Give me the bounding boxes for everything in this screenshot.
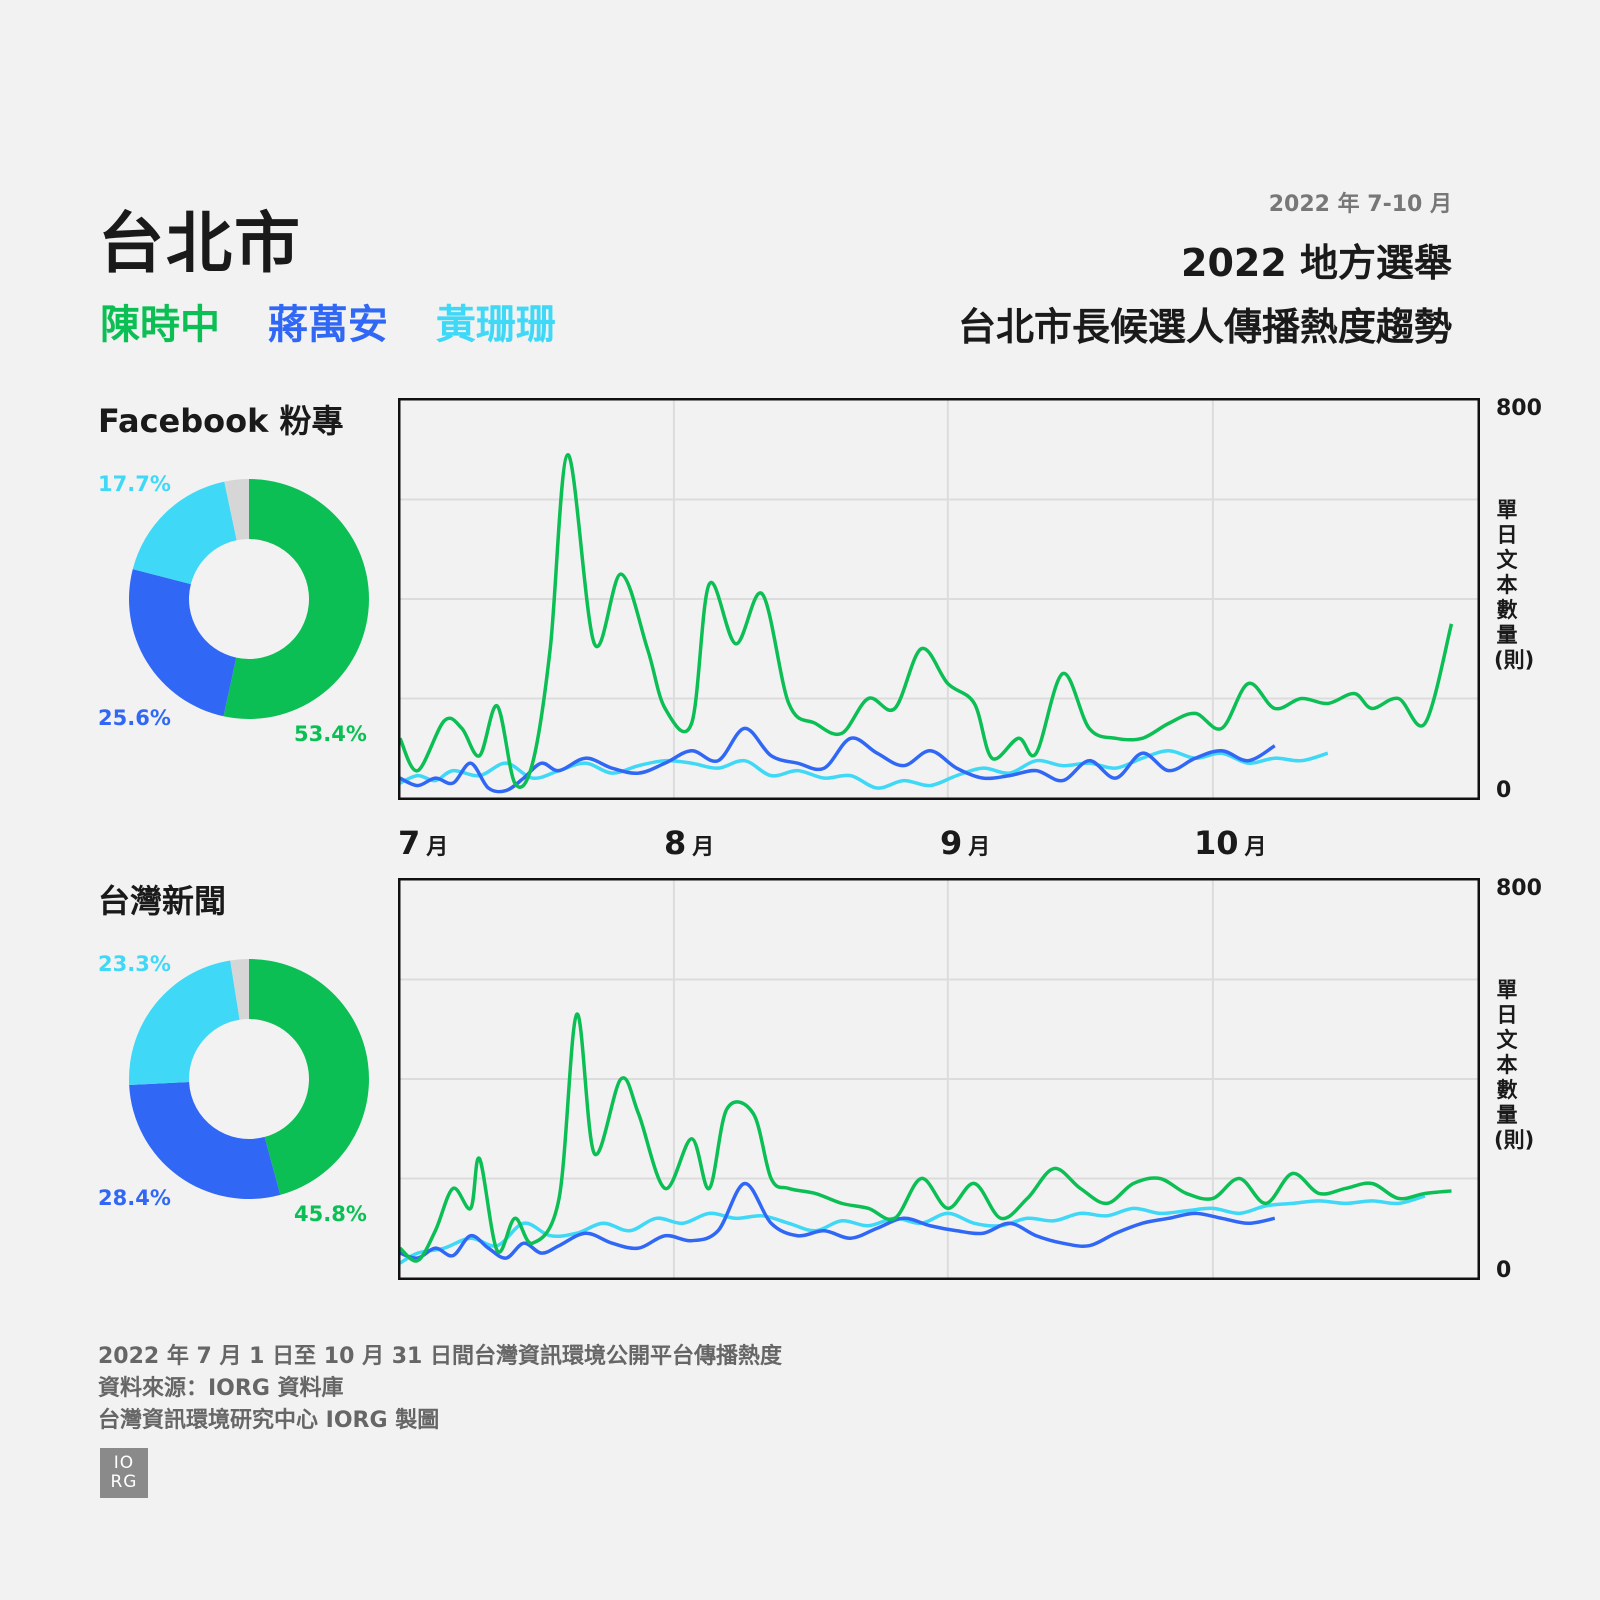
facebook-donut-slice-chen — [223, 479, 369, 719]
facebook-line-plot-frame — [398, 398, 1480, 800]
facebook-ytick-max: 800 — [1496, 396, 1542, 421]
legend-chiang: 蔣萬安 — [267, 302, 388, 348]
facebook-donut-slice-huang — [132, 481, 237, 585]
footer-description: 2022 年 7 月 1 日至 10 月 31 日間台灣資訊環境公開平台傳播熱度 — [98, 1344, 783, 1369]
news-line-series-huang — [399, 1194, 1426, 1265]
facebook-ylabel: 單日文本數量(則) — [1494, 498, 1535, 672]
section-title-news: 台灣新聞 — [98, 882, 227, 920]
news-donut-chart — [129, 959, 370, 1199]
footer-credit: 台灣資訊環境研究中心 IORG 製圖 — [98, 1408, 440, 1433]
date-range: 2022 年 7-10 月 — [1268, 192, 1452, 217]
facebook-pct-chiang: 25.6% — [98, 706, 171, 730]
news-line-chart — [398, 878, 1480, 1280]
news-pct-chen: 45.8% — [294, 1202, 367, 1226]
facebook-line-series-chen — [398, 452, 1454, 789]
facebook-pct-chen: 53.4% — [294, 722, 367, 746]
section-title-facebook: Facebook 粉專 — [98, 402, 344, 440]
facebook-pct-huang: 17.7% — [98, 472, 171, 496]
facebook-donut-chart — [129, 479, 369, 719]
facebook-donut-slice-other — [224, 479, 249, 541]
legend-chen: 陳時中 — [100, 302, 220, 348]
news-ylabel: 單日文本數量(則) — [1494, 978, 1535, 1152]
news-donut-slice-huang — [129, 960, 240, 1086]
news-line-series-chen — [398, 1012, 1452, 1263]
facebook-line-series-huang — [399, 748, 1329, 790]
news-ytick-min: 0 — [1496, 1258, 1512, 1283]
chart-title-line2: 台北市長候選人傳播熱度趨勢 — [957, 305, 1452, 349]
footer-source: 資料來源：IORG 資料庫 — [98, 1376, 344, 1401]
legend-huang: 黃珊珊 — [435, 302, 556, 348]
candidate-legend: 陳時中 蔣萬安 黃珊珊 — [100, 292, 590, 350]
news-ytick-max: 800 — [1496, 876, 1542, 901]
facebook-line-series-chiang — [399, 726, 1276, 794]
chart-title-line1: 2022 地方選舉 — [1181, 241, 1452, 285]
news-line-series-chiang — [399, 1181, 1276, 1260]
news-donut-slice-other — [230, 959, 249, 1020]
iorg-logo: IO RG — [100, 1448, 148, 1498]
news-line-plot-frame — [398, 878, 1480, 1280]
facebook-line-chart — [398, 398, 1480, 800]
news-donut-slice-chen — [249, 959, 370, 1195]
facebook-ytick-min: 0 — [1496, 778, 1512, 803]
news-donut-slice-chiang — [129, 1082, 281, 1199]
news-pct-huang: 23.3% — [98, 952, 171, 976]
month-label-oct: 10 月 — [1194, 824, 1267, 862]
facebook-donut-slice-chiang — [129, 569, 237, 717]
city-title: 台北市 — [98, 205, 302, 282]
news-pct-chiang: 28.4% — [98, 1186, 171, 1210]
